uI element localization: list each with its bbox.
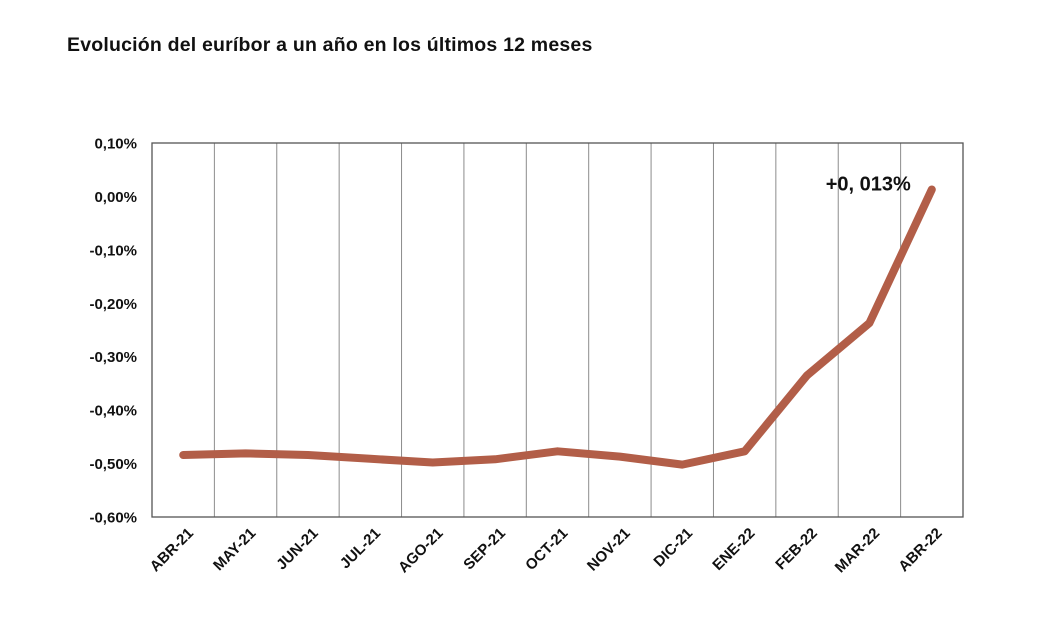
- x-axis-category-label: ENE-22: [709, 525, 758, 574]
- x-axis-category-label: ABR-21: [147, 525, 197, 575]
- y-axis-tick-label: -0,50%: [89, 456, 137, 473]
- y-axis-tick-label: -0,20%: [89, 296, 137, 313]
- x-axis-category-label: DIC-21: [650, 525, 696, 571]
- y-axis-tick-label: -0,10%: [89, 242, 137, 259]
- x-axis-category-label: MAY-21: [210, 525, 259, 574]
- vertical-gridlines: [213, 143, 902, 517]
- euribor-series-line: [179, 185, 936, 469]
- y-axis-tick-label: 0,00%: [94, 189, 137, 206]
- x-axis-category-label: SEP-21: [460, 525, 509, 574]
- x-axis-category-label: MAR-22: [832, 525, 884, 577]
- x-axis-category-label: OCT-21: [522, 525, 571, 574]
- y-axis-tick-label: 0,10%: [94, 136, 137, 153]
- y-axis-tick-label: -0,40%: [89, 403, 137, 420]
- x-axis-category-label: AGO-21: [395, 525, 447, 577]
- plot-area-frame: [151, 142, 964, 518]
- x-axis-category-label: NOV-21: [584, 525, 634, 575]
- x-axis-category-label: JUN-21: [273, 525, 322, 574]
- y-axis-tick-label: -0,30%: [89, 349, 137, 366]
- y-axis-tick-labels: 0,10% 0,00% -0,10% -0,20% -0,30% -0,40% -0,50%…: [89, 136, 137, 527]
- last-value-annotation: +0, 013%: [826, 173, 911, 195]
- x-axis-category-labels: ABR-21 MAY-21 JUN-21 JUL-21 AGO-21 SEP-21 OCT-…: [147, 525, 946, 577]
- y-axis-tick-label: -0,60%: [89, 510, 137, 527]
- x-axis-category-label: JUL-21: [337, 525, 384, 572]
- x-axis-category-label: ABR-22: [895, 525, 945, 575]
- chart-title: Evolución del euríbor a un año en los úl…: [67, 34, 593, 56]
- x-axis-category-label: FEB-22: [772, 525, 821, 574]
